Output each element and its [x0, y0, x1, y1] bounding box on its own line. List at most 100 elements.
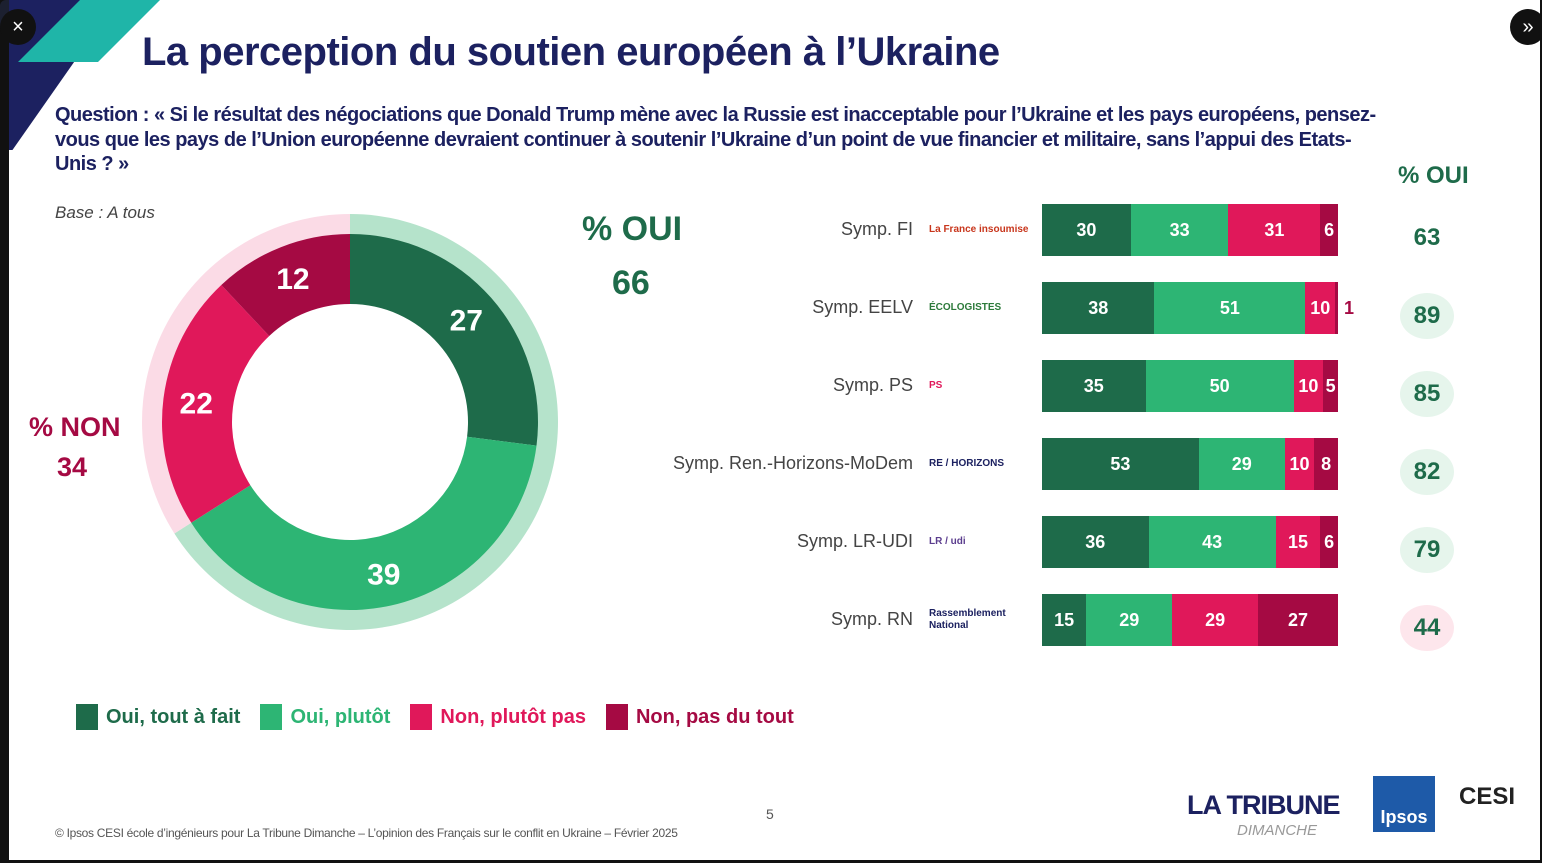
legend-label: Oui, plutôt [290, 705, 391, 728]
bar-segment: 1 [1335, 282, 1354, 334]
bar-segment-label: 10 [1310, 297, 1331, 318]
bar-segment: 50 [1145, 360, 1294, 412]
donut-slice [221, 234, 350, 336]
bar-segment-label: 10 [1298, 375, 1319, 396]
donut-slice-label: 39 [367, 558, 400, 591]
close-icon[interactable]: × [0, 9, 36, 45]
pct-oui-badge: 85 [1400, 371, 1454, 417]
bar-segment-label: 15 [1288, 531, 1309, 552]
bar-segment-label: 33 [1169, 219, 1190, 240]
legend-label: Non, pas du tout [635, 705, 794, 728]
party-logo: La France insoumise [929, 224, 1029, 235]
bar-segment: 53 [1042, 438, 1199, 490]
legend-item: Oui, plutôt [260, 704, 390, 730]
bar-segment: 38 [1042, 282, 1155, 334]
party-logo: ÉCOLOGISTES [929, 302, 1002, 313]
bar-segment: 6 [1320, 204, 1338, 256]
bar-segment-label: 43 [1202, 531, 1223, 552]
bar-segment: 27 [1258, 594, 1338, 646]
bar-segment-label: 6 [1324, 531, 1335, 552]
slide: La perception du soutien européen à l’Uk… [9, 0, 1540, 860]
bar-segment-label: 29 [1119, 609, 1140, 630]
legend-swatch [260, 704, 283, 730]
bar-segment-label: 51 [1219, 297, 1240, 318]
party-logo: RE / HORIZONS [929, 458, 1005, 469]
bar-segment-label: 29 [1231, 453, 1252, 474]
bar-segment: 51 [1154, 282, 1306, 334]
bar-segment: 10 [1293, 360, 1324, 412]
bar-segment: 30 [1042, 204, 1131, 256]
legend-swatch [410, 704, 433, 730]
bar-segment-label: 30 [1076, 219, 1097, 240]
legend: Oui, tout à fait Oui, plutôt Non, plutôt p… [76, 704, 794, 730]
bar-segment: 6 [1320, 516, 1338, 568]
bar-segment-label: 1 [1343, 297, 1354, 318]
bar-segment: 29 [1198, 438, 1285, 490]
row-label: Symp. Ren.-Horizons-MoDem [672, 453, 913, 473]
bar-segment-label: 31 [1264, 219, 1285, 240]
non-value: 34 [57, 452, 88, 482]
row-label: Symp. FI [840, 219, 913, 239]
outer-ring-non [142, 214, 350, 534]
la-tribune-logo: LA TRIBUNE [1187, 790, 1340, 820]
bar-segment-label: 50 [1209, 375, 1230, 396]
page-number: 5 [766, 806, 774, 822]
donut-slice-label: 27 [450, 304, 483, 337]
row-label: Symp. LR-UDI [796, 531, 913, 551]
party-logo: LR / udi [929, 536, 966, 547]
oui-value: 66 [612, 264, 650, 302]
dimanche-logo-text: DIMANCHE [1237, 822, 1318, 839]
bar-segment: 8 [1314, 438, 1338, 490]
donut-slice [191, 436, 537, 610]
legend-label: Oui, tout à fait [106, 705, 241, 728]
legend-item: Oui, tout à fait [76, 704, 240, 730]
bar-segment-label: 5 [1325, 375, 1336, 396]
bar-segment: 10 [1284, 438, 1315, 490]
donut-slice [350, 234, 538, 446]
cesi-logo: CESI [1459, 783, 1516, 810]
pct-oui-badge: 82 [1400, 449, 1454, 495]
pct-oui-badge: 44 [1400, 605, 1454, 651]
bar-segment-label: 35 [1083, 375, 1104, 396]
bar-segment-label: 53 [1110, 453, 1131, 474]
bar-segment: 36 [1042, 516, 1149, 568]
donut-chart: 27 39 22 12 [142, 214, 559, 631]
bar-segment-label: 8 [1321, 453, 1332, 474]
bar-segment-label: 36 [1085, 531, 1106, 552]
donut-slice [162, 284, 270, 523]
oui-label: % OUI [582, 210, 683, 248]
bar-segment-label: 27 [1288, 609, 1309, 630]
ipsos-logo: Ipsos [1373, 776, 1435, 832]
bar-segment: 33 [1130, 204, 1229, 256]
bar-segment-label: 10 [1289, 453, 1310, 474]
bar-segment-label: 38 [1088, 297, 1109, 318]
bar-segment: 5 [1323, 360, 1338, 412]
bar-segment: 43 [1148, 516, 1276, 568]
bar-segment: 31 [1228, 204, 1321, 256]
row-label: Symp. EELV [812, 297, 913, 317]
legend-item: Non, plutôt pas [410, 704, 586, 730]
base-note: Base : A tous [55, 203, 155, 222]
bar-segment-label: 29 [1205, 609, 1226, 630]
row-label: Symp. RN [830, 609, 913, 629]
bar-segment-label: 15 [1054, 609, 1075, 630]
non-label: % NON [29, 412, 121, 442]
oui-column-header: % OUI [1398, 162, 1469, 189]
donut-slice-label: 22 [180, 388, 213, 421]
next-icon[interactable]: » [1510, 9, 1542, 45]
pct-oui-badge: 89 [1400, 293, 1454, 339]
party-logo: Rassemblement National [929, 608, 1006, 631]
bar-segment: 35 [1042, 360, 1146, 412]
row-label: Symp. PS [832, 375, 913, 395]
legend-label: Non, plutôt pas [440, 705, 586, 728]
footer-copyright: © Ipsos CESI école d’ingénieurs pour La … [55, 826, 678, 840]
pct-oui-badge: 79 [1400, 527, 1454, 573]
bar-segment-label: 6 [1324, 219, 1335, 240]
bar-segment: 29 [1086, 594, 1173, 646]
bar-segment: 10 [1305, 282, 1336, 334]
bar-segment: 15 [1275, 516, 1321, 568]
legend-swatch [605, 704, 628, 730]
legend-swatch [76, 704, 98, 730]
bar-segment: 29 [1172, 594, 1259, 646]
party-logo: PS [929, 380, 943, 391]
